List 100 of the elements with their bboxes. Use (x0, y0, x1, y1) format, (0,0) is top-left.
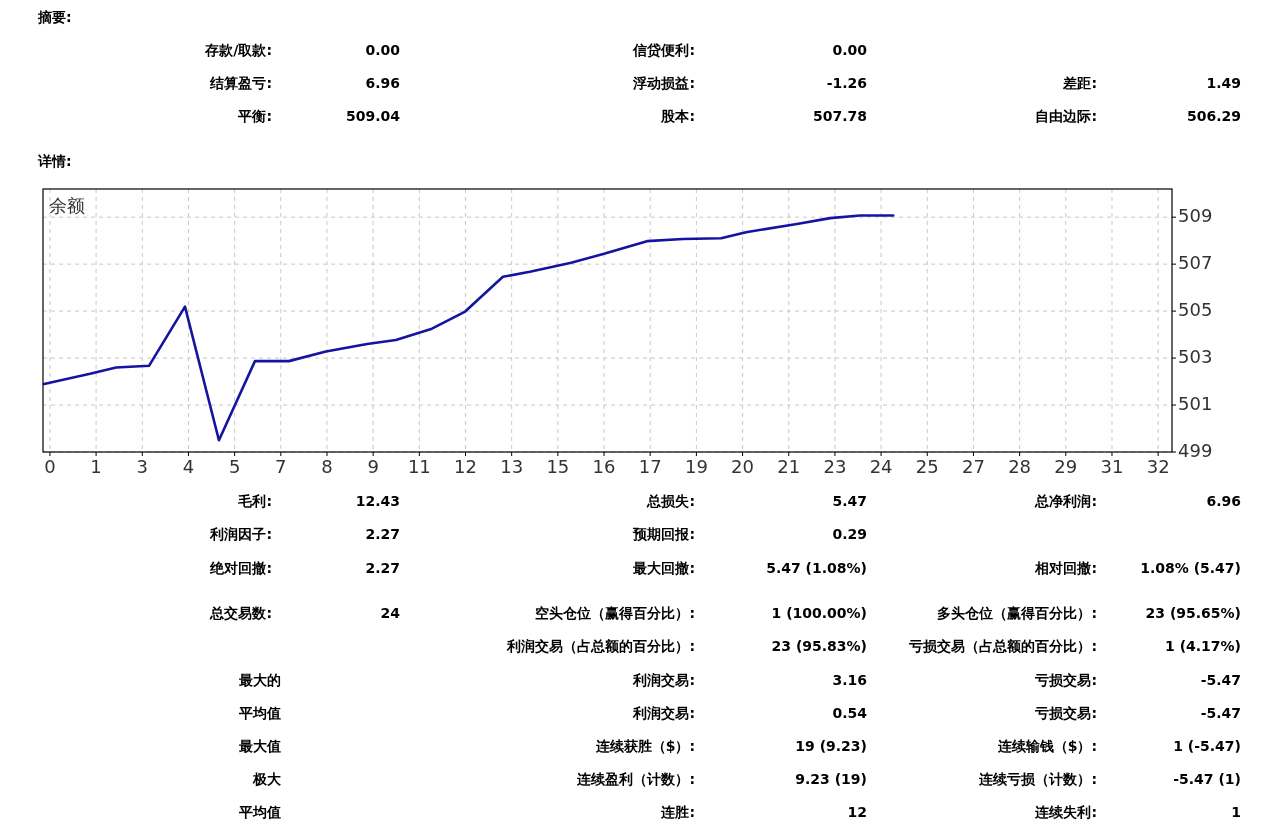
x-tick-label: 15 (546, 456, 570, 477)
text: 浮动损益: (632, 75, 695, 91)
text: 差距: (1062, 75, 1097, 91)
text: 利润因子: (209, 526, 272, 542)
text: 1 (100.00%) (771, 605, 867, 621)
y-tick-label: 499 (1178, 440, 1213, 461)
x-tick-label: 13 (500, 456, 524, 477)
text: 23 (95.83%) (771, 638, 867, 654)
text: 509.04 (345, 108, 401, 124)
text: 1 (-5.47) (1173, 738, 1241, 754)
x-tick-label: 32 (1146, 456, 1170, 477)
x-tick-label: 1 (90, 456, 102, 477)
text: 绝对回撤: (209, 560, 272, 576)
x-tick-label: 23 (823, 456, 847, 477)
text: 最大回撤: (632, 560, 695, 576)
text: 连续获胜（$）: (594, 738, 695, 754)
text: 0.00 (832, 42, 868, 58)
text: 预期回报: (632, 526, 695, 542)
text: 平均值 (238, 705, 281, 721)
text: 9.23 (19) (795, 771, 867, 787)
text: 结算盈亏: (209, 75, 272, 91)
text: 12.43 (355, 493, 400, 509)
text: 3.16 (832, 672, 867, 688)
y-tick-label: 507 (1178, 252, 1213, 274)
line-series (42, 214, 895, 442)
x-tick-label: 24 (869, 456, 893, 477)
text: 亏损交易: (1034, 672, 1097, 688)
text: 亏损交易（占总额的百分比）: (908, 638, 1097, 654)
text: 连续失利: (1034, 804, 1097, 820)
x-tick-label: 29 (1054, 456, 1078, 477)
text: 极大 (252, 771, 282, 787)
text: 相对回撤: (1034, 560, 1097, 576)
text: -1.26 (826, 75, 867, 91)
text: 23 (95.65%) (1145, 605, 1241, 621)
x-tick-label: 0 (44, 456, 56, 477)
text: 利润交易: (632, 705, 695, 721)
x-tick-label: 12 (454, 456, 477, 477)
x-tick-label: 20 (731, 456, 755, 477)
text: 亏损交易: (1034, 705, 1097, 721)
text: 2.27 (365, 526, 400, 542)
text: 6.96 (1206, 493, 1241, 509)
text: 0.00 (365, 42, 401, 58)
text: 连续输钱（$）: (996, 738, 1097, 754)
x-tick-label: 17 (638, 456, 662, 477)
text: 5.47 (832, 493, 867, 509)
text: 摘要: (37, 9, 72, 25)
text: 0.54 (832, 705, 868, 721)
x-tick-label: 7 (275, 456, 287, 477)
text: 506.29 (1186, 108, 1241, 124)
y-tick-label: 505 (1178, 299, 1213, 321)
text: 毛利: (237, 493, 272, 509)
text: -5.47 (1200, 705, 1241, 721)
text: 多头仓位（赢得百分比）: (937, 605, 1097, 621)
annotation: 余额 (49, 195, 85, 216)
text: 利润交易: (632, 672, 695, 688)
x-tick-label: 28 (1008, 456, 1032, 477)
text: 12 (847, 804, 867, 820)
text: 2.27 (365, 560, 400, 576)
text: 连胜: (660, 804, 695, 820)
text: 最大值 (238, 738, 281, 754)
text: 最大的 (238, 672, 281, 688)
x-tick-label: 4 (182, 456, 195, 477)
x-tick-label: 11 (407, 456, 431, 477)
text: 24 (380, 605, 401, 621)
text: 股本: (660, 108, 695, 124)
x-tick-label: 9 (367, 456, 379, 477)
x-tick-label: 27 (962, 456, 985, 477)
text: 总净利润: (1034, 493, 1097, 509)
text: 自由边际: (1035, 108, 1097, 124)
text: 总损失: (646, 493, 695, 509)
text: 1.49 (1206, 75, 1241, 91)
text: 507.78 (812, 108, 867, 124)
text: 1.08% (5.47) (1140, 560, 1241, 576)
text: 空头仓位（赢得百分比）: (535, 605, 695, 621)
text: 连续盈利（计数）: (576, 771, 695, 787)
x-tick-label: 21 (777, 456, 801, 477)
y-tick-label: 503 (1178, 346, 1213, 368)
text: 连续亏损（计数）: (978, 771, 1097, 787)
x-tick-label: 3 (136, 456, 149, 477)
text: 6.96 (365, 75, 400, 91)
chart-title: 详情: (37, 153, 72, 169)
y-tick-label: 509 (1178, 205, 1213, 227)
x-tick-label: 5 (228, 456, 241, 477)
text: 1 (4.17%) (1165, 638, 1241, 654)
x-tick-label: 19 (684, 456, 708, 477)
x-tick-label: 31 (1100, 456, 1124, 477)
text: -5.47 (1) (1173, 771, 1241, 787)
x-tick-label: 16 (592, 456, 616, 477)
text: -5.47 (1200, 672, 1241, 688)
text: 平均值 (238, 804, 281, 820)
y-tick-label: 501 (1178, 393, 1213, 415)
text: 存款/取款: (204, 42, 272, 58)
text: 总交易数: (209, 605, 272, 621)
text: 0.29 (832, 526, 867, 542)
text: 1 (1231, 804, 1241, 820)
text: 19 (9.23) (795, 738, 867, 754)
x-tick-label: 8 (321, 456, 333, 477)
text: 信贷便利: (632, 42, 695, 58)
x-tick-label: 25 (915, 456, 939, 477)
text: 5.47 (1.08%) (766, 560, 867, 576)
